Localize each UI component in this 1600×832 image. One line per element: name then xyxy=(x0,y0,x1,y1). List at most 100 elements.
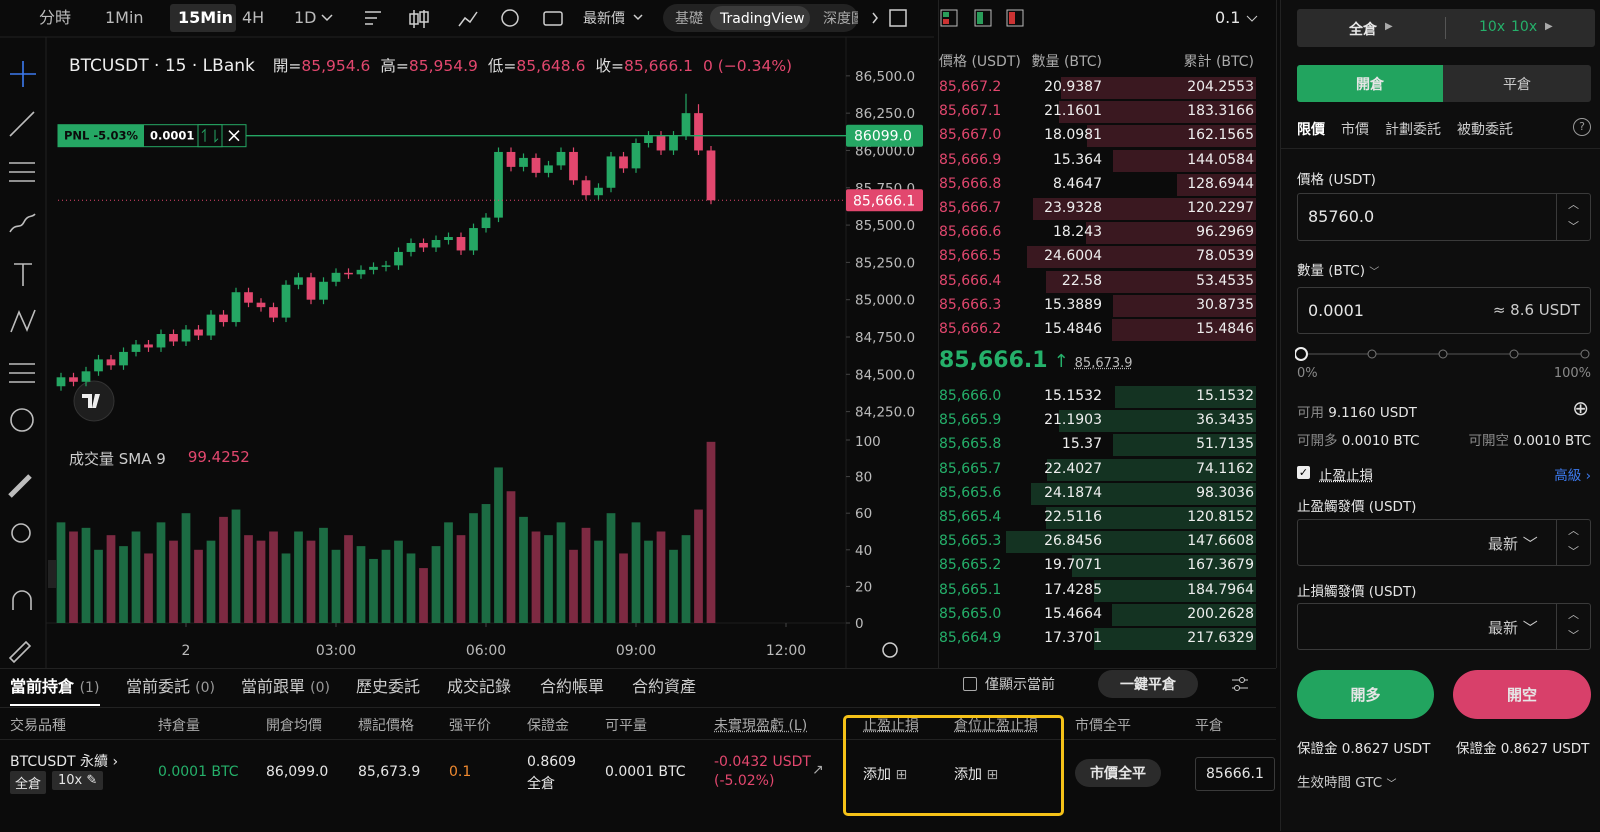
up[interactable]: ︿ xyxy=(1568,606,1579,622)
market-close-button[interactable]: 市價全平 xyxy=(1075,759,1161,787)
market-close-label: 市價全平 xyxy=(1090,763,1146,783)
ob-price[interactable]: 85,667.0 xyxy=(939,127,1001,143)
qty-slider[interactable] xyxy=(1295,345,1595,363)
candle-body xyxy=(694,113,703,150)
ob-price[interactable]: 85,665.2 xyxy=(939,557,1001,573)
down[interactable]: ﹀ xyxy=(1568,627,1579,643)
tab-label: 合約資產 xyxy=(632,677,696,696)
ob-price[interactable]: 85,666.0 xyxy=(939,388,1001,404)
ob-price[interactable]: 85,665.7 xyxy=(939,461,1001,477)
ob-price[interactable]: 85,665.3 xyxy=(939,533,1001,549)
price-stepper[interactable]: ︿ ﹀ xyxy=(1556,194,1591,240)
ob-price[interactable]: 85,666.9 xyxy=(939,152,1001,168)
ob-price[interactable]: 85,665.0 xyxy=(939,606,1001,622)
tp-input[interactable]: 最新 ﹀ ︿ ﹀ xyxy=(1297,519,1591,566)
tif[interactable]: 生效時間 GTC ﹀ xyxy=(1297,771,1396,791)
sl-input[interactable]: 最新 ﹀ ︿ ﹀ xyxy=(1297,603,1591,650)
ob-price[interactable]: 85,665.8 xyxy=(939,436,1001,452)
ob-qty: 8.4647 xyxy=(1053,176,1102,192)
buy-button[interactable]: 開多 xyxy=(1297,670,1434,719)
change: 0 (−0.34%) xyxy=(703,57,792,75)
ob-price[interactable]: 85,665.1 xyxy=(939,582,1001,598)
ob-price[interactable]: 85,666.8 xyxy=(939,176,1001,192)
order-type[interactable]: 市價 xyxy=(1341,119,1369,139)
leverage-short[interactable]: 10x xyxy=(1511,19,1537,35)
interval[interactable]: 1D xyxy=(294,8,317,27)
reverse-btn[interactable] xyxy=(198,125,222,147)
price-type[interactable]: 最新價 xyxy=(583,10,625,27)
margin-mode[interactable]: 全倉 xyxy=(1349,19,1377,39)
y-tick-label: 84,750.0 xyxy=(855,330,915,346)
order-type[interactable]: 被動委託 xyxy=(1457,119,1513,139)
collapse-handle[interactable] xyxy=(48,560,56,588)
position-tab[interactable]: 當前跟單 (0) xyxy=(241,673,330,697)
position-tab[interactable]: 合約帳單 xyxy=(540,673,604,697)
up[interactable]: ︿ xyxy=(1568,522,1579,538)
ob-price[interactable]: 85,664.9 xyxy=(939,630,1001,646)
candle-body xyxy=(669,136,678,151)
order-type[interactable]: 計劃委託 xyxy=(1385,119,1441,139)
only-current-checkbox[interactable] xyxy=(963,677,977,691)
interval[interactable]: 分時 xyxy=(39,8,71,27)
slider-min: 0% xyxy=(1297,366,1318,381)
interval[interactable]: 1Min xyxy=(105,8,144,27)
ob-price[interactable]: 85,667.1 xyxy=(939,103,1001,119)
candle-body xyxy=(57,377,66,386)
candle-body xyxy=(157,334,166,347)
interval[interactable]: 4H xyxy=(242,8,264,27)
divider xyxy=(1445,17,1446,39)
ob-price[interactable]: 85,665.4 xyxy=(939,509,1001,525)
filter-icon[interactable] xyxy=(1230,675,1250,693)
ob-price[interactable]: 85,666.2 xyxy=(939,321,1001,337)
interval[interactable]: 15Min xyxy=(178,8,233,27)
position-tab[interactable]: 當前委託 (0) xyxy=(126,673,215,697)
x-tick-label: 06:00 xyxy=(466,643,506,659)
ob-price[interactable]: 85,666.3 xyxy=(939,297,1001,313)
tp-type[interactable]: 最新 ﹀ xyxy=(1488,533,1538,554)
tpsl-checkbox[interactable]: ✓ xyxy=(1297,466,1310,479)
row-symbol[interactable]: BTCUSDT 永續 › xyxy=(10,751,118,771)
down[interactable]: ﹀ xyxy=(1568,543,1579,559)
row-leverage[interactable]: 10x ✎ xyxy=(52,771,103,790)
transfer-icon[interactable]: ⊕ xyxy=(1572,396,1589,420)
sl-type[interactable]: 最新 ﹀ xyxy=(1488,617,1538,638)
ob-price[interactable]: 85,665.6 xyxy=(939,485,1001,501)
order-type[interactable]: 限價 xyxy=(1297,119,1325,139)
leverage-long[interactable]: 10x xyxy=(1479,19,1505,35)
down[interactable]: ﹀ xyxy=(1568,218,1579,234)
candle-body xyxy=(482,218,491,228)
position-tab[interactable]: 合約資產 xyxy=(632,673,696,697)
candle-body xyxy=(282,285,291,318)
sell-button[interactable]: 開空 xyxy=(1453,670,1591,719)
tp-stepper[interactable]: ︿ ﹀ xyxy=(1556,520,1591,565)
up[interactable]: ︿ xyxy=(1568,196,1579,212)
candle-body xyxy=(632,143,641,168)
candle-body xyxy=(69,377,78,381)
qty-input[interactable]: 0.0001 ≈ 8.6 USDT xyxy=(1297,287,1591,334)
price-input[interactable]: 85760.0 ︿ ﹀ xyxy=(1297,193,1591,241)
tick-size[interactable]: 0.1 xyxy=(1215,8,1240,27)
position-tab[interactable]: 成交記錄 xyxy=(447,673,511,697)
volume-bar xyxy=(469,513,478,623)
ob-price[interactable]: 85,667.2 xyxy=(939,79,1001,95)
order-types: 限價 市價 計劃委託 被動委託 xyxy=(1297,119,1513,139)
advanced-link[interactable]: 高級 › xyxy=(1554,464,1591,484)
help-icon[interactable]: ? xyxy=(1573,118,1591,136)
open-tab[interactable]: 開倉 xyxy=(1297,65,1443,102)
view-tab[interactable]: TradingView xyxy=(719,11,805,27)
slider-handle[interactable] xyxy=(1295,348,1307,360)
ob-price[interactable]: 85,666.4 xyxy=(939,273,1001,289)
position-tab[interactable]: 歷史委託 xyxy=(356,673,420,697)
close-price-input[interactable]: 85666.1 xyxy=(1195,757,1275,791)
sl-stepper[interactable]: ︿ ﹀ xyxy=(1556,604,1591,649)
share-icon[interactable]: ↗ xyxy=(812,762,824,778)
ob-price[interactable]: 85,665.9 xyxy=(939,412,1001,428)
close-tab[interactable]: 平倉 xyxy=(1443,65,1591,102)
ob-price[interactable]: 85,666.6 xyxy=(939,224,1001,240)
ob-price[interactable]: 85,666.5 xyxy=(939,248,1001,264)
ob-price[interactable]: 85,666.7 xyxy=(939,200,1001,216)
view-tab[interactable]: 基礎 xyxy=(675,10,703,27)
close-all-button[interactable]: 一鍵平倉 xyxy=(1098,670,1198,698)
position-tab[interactable]: 當前持倉 (1) xyxy=(10,673,99,697)
view-switch[interactable]: 基礎 TradingView 深度圖 xyxy=(663,4,865,32)
